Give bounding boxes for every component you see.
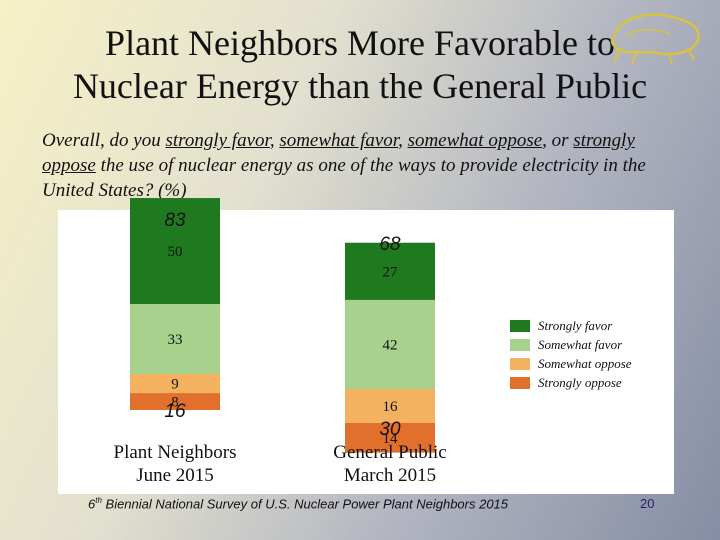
bar-value-label: 42: [383, 337, 398, 353]
survey-question: Overall, do you strongly favor, somewhat…: [42, 130, 646, 201]
legend-label: Somewhat oppose: [538, 355, 632, 371]
legend-swatch: [510, 319, 530, 332]
bar-segment: [345, 422, 435, 453]
legend-label: Somewhat favor: [538, 336, 623, 352]
footer-source: 6th Biennial National Survey of U.S. Nuc…: [88, 496, 509, 512]
bar-value-label: 27: [383, 264, 399, 280]
net-favor-label: 83: [164, 210, 186, 231]
bar-value-label: 9: [171, 377, 179, 393]
net-oppose-label: 16: [164, 401, 186, 422]
bar-value-label: 50: [168, 244, 183, 260]
legend-label: Strongly favor: [538, 317, 613, 333]
bar-segment: [130, 393, 220, 411]
option-somewhat-favor: somewhat favor: [279, 130, 399, 151]
bar-segment: [345, 299, 435, 389]
category-label: Plant Neighbors June 2015: [113, 442, 237, 486]
net-favor-label: 68: [379, 234, 401, 255]
bar-value-label: 16: [383, 399, 399, 415]
bar-segment: [130, 304, 220, 374]
net-oppose-label: 30: [379, 419, 401, 440]
title-line-1: Plant Neighbors More Favorable to: [105, 23, 615, 63]
legend-label: Strongly oppose: [538, 374, 622, 390]
legend-swatch: [510, 376, 530, 389]
option-strongly-favor: strongly favor: [165, 130, 270, 151]
legend-item: Strongly oppose: [510, 373, 632, 392]
category-label: General Public March 2015: [333, 442, 447, 486]
legend-item: Somewhat oppose: [510, 354, 632, 373]
slide-title: Plant Neighbors More Favorable to Nuclea…: [0, 22, 720, 108]
bar-segment: [130, 374, 220, 394]
legend-swatch: [510, 357, 530, 370]
page-number: 20: [640, 496, 655, 511]
animal-logo-icon: [610, 13, 700, 65]
option-strongly-oppose: strongly oppose: [42, 130, 635, 176]
legend-item: Strongly favor: [510, 316, 632, 335]
legend-swatch: [510, 338, 530, 351]
title-line-2: Nuclear Energy than the General Public: [72, 66, 648, 106]
legend-item: Somewhat favor: [510, 335, 632, 354]
bar-segment: [345, 389, 435, 423]
bar-value-label: 14: [383, 431, 399, 447]
bar-value-label: 33: [168, 332, 183, 348]
bar-segment: [130, 198, 220, 305]
chart-legend: Strongly favor Somewhat favor Somewhat o…: [510, 316, 632, 392]
bar-value-label: 8: [171, 395, 179, 411]
option-somewhat-oppose: somewhat oppose: [407, 130, 543, 151]
bar-segment: [345, 242, 435, 300]
